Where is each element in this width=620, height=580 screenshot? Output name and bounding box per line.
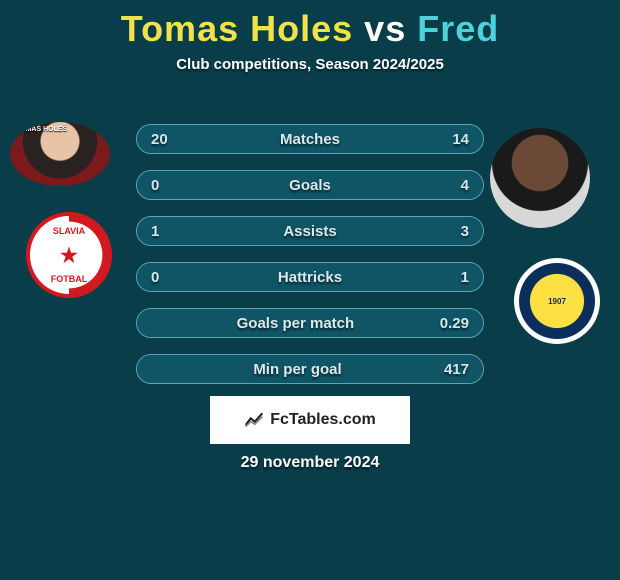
player2-photo [490,128,590,228]
player1-name: Tomas Holes [121,8,353,49]
vs-label: vs [364,8,406,49]
stat-left-value: 20 [151,131,168,148]
club2-badge: 1907 [514,258,600,344]
stat-left-value: 0 [151,269,159,286]
stat-right-value: 417 [444,361,469,378]
comparison-title: Tomas Holes vs Fred [0,0,620,50]
club2-year: 1907 [548,297,566,306]
stat-right-value: 1 [461,269,469,286]
stat-row: 0 Hattricks 1 [136,262,484,292]
branding-box: FcTables.com [210,396,410,444]
date-label: 29 november 2024 [0,454,620,472]
stat-label: Assists [159,223,460,240]
stat-label: Matches [168,131,453,148]
subtitle: Club competitions, Season 2024/2025 [0,56,620,73]
branding-text: FcTables.com [270,411,376,429]
stat-row: Goals per match 0.29 [136,308,484,338]
star-icon: ★ [60,243,78,268]
stat-row: 20 Matches 14 [136,124,484,154]
stat-row: 0 Goals 4 [136,170,484,200]
stat-label: Goals per match [151,315,440,332]
stat-row: Min per goal 417 [136,354,484,384]
stat-row: 1 Assists 3 [136,216,484,246]
player2-name: Fred [417,8,499,49]
player1-photo: TOMÁŠ HOLEŠ [10,122,110,186]
player1-photo-label: TOMÁŠ HOLEŠ [16,126,67,133]
stat-right-value: 3 [461,223,469,240]
stat-right-value: 4 [461,177,469,194]
stat-label: Goals [159,177,460,194]
stat-label: Min per goal [151,361,444,378]
stat-right-value: 0.29 [440,315,469,332]
stat-left-value: 1 [151,223,159,240]
club1-badge: ★ [26,212,112,298]
stat-right-value: 14 [452,131,469,148]
chart-icon [244,410,264,430]
stat-label: Hattricks [159,269,460,286]
stats-bars: 20 Matches 14 0 Goals 4 1 Assists 3 0 Ha… [136,124,484,400]
stat-left-value: 0 [151,177,159,194]
